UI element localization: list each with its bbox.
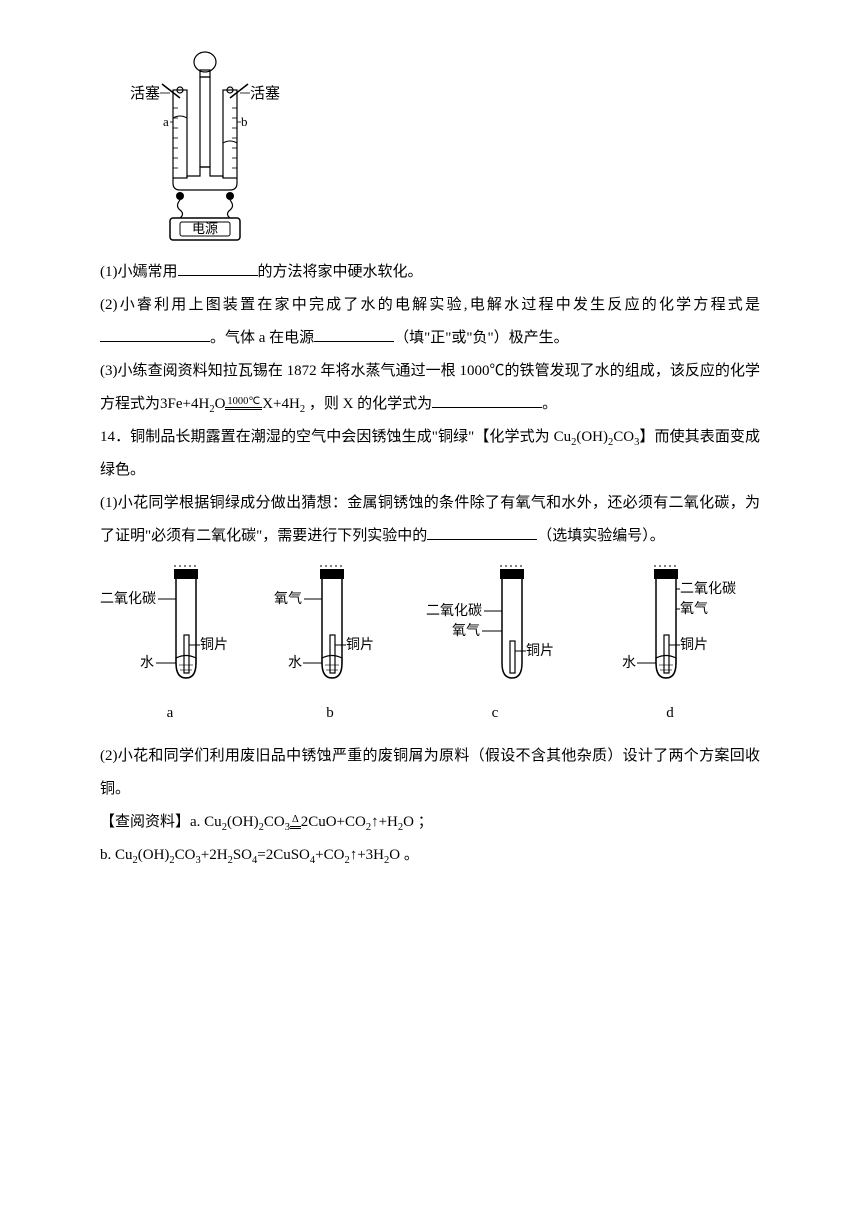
q3-eq-cond: 1000℃ [225,397,262,409]
q2-text-c: （填"正"或"负"）极产生。 [394,330,569,346]
q3-eq-left: 3Fe+4H [160,396,209,412]
test-tubes-figure: 二氧化碳 铜片 水 a 氧气 铜片 水 b 二氧化碳 氧气 铜片 c 二氧化碳 … [100,563,760,730]
svg-text:氧气: 氧气 [680,601,708,617]
q3-eq-right: X+4H [262,396,300,412]
ref-a-left: a. Cu [190,814,222,830]
q3-text-c: 。 [542,396,557,412]
q3-text-b: ，则 X 的化学式为 [305,396,432,412]
question-14-intro: 14．铜制品长期露置在潮湿的空气中会因锈蚀生成"铜绿"【化学式为 Cu2(OH)… [100,421,760,487]
power-label: 电源 [192,221,218,236]
question-14-p1: (1)小花同学根据铜绿成分做出猜想：金属铜锈蚀的条件除了有氧气和水外，还必须有二… [100,487,760,553]
delta-arrow: Δ [290,815,301,831]
svg-text:铜片: 铜片 [680,637,708,653]
q14-intro-b: (OH) [576,429,608,445]
q14-p1-b: （选填实验编号）。 [537,528,665,544]
question-1: (1)小嫣常用 的方法将家中硬水软化。 [100,256,760,289]
question-2: (2)小睿利用上图装置在家中完成了水的电解实验,电解水过程中发生反应的化学方程式… [100,289,760,355]
ref-title: 【查阅资料】 [100,814,190,830]
q3-blank[interactable] [432,392,542,408]
svg-text:二氧化碳: 二氧化碳 [426,603,482,619]
q1-blank[interactable] [178,260,258,276]
q2-blank-2[interactable] [314,326,394,342]
tube-c: 二氧化碳 氧气 铜片 c [420,563,570,730]
tube-a-label: a [163,114,169,129]
q1-text-b: 的方法将家中硬水软化。 [258,264,423,280]
q3-eq-left2: O [215,396,226,412]
reaction-arrow: 1000℃ [225,397,262,413]
q14-intro-a: 14．铜制品长期露置在潮湿的空气中会因锈蚀生成"铜绿"【化学式为 Cu [100,429,571,445]
electrolysis-svg: 电源 活塞 活塞 a b [100,48,310,248]
tube-d: 二氧化碳 氧气 铜片 水 d [600,563,740,730]
q1-text-a: (1)小嫣常用 [100,264,178,280]
tube-b-label: b [241,114,248,129]
reference-a: 【查阅资料】a. Cu2(OH)2CO3Δ2CuO+CO2↑+H2O ； [100,806,760,839]
tube-a-id: a [167,697,174,730]
electrolysis-figure: 电源 活塞 活塞 a b [100,48,760,248]
stopper-right-label: 活塞 [250,84,280,102]
svg-text:铜片: 铜片 [346,637,374,653]
svg-text:氧气: 氧气 [452,623,480,639]
svg-text:二氧化碳: 二氧化碳 [680,581,736,597]
question-14-p2: (2)小花和同学们利用废旧品中锈蚀严重的废铜屑为原料（假设不含其他杂质）设计了两… [100,740,760,806]
ref-b-left: b. Cu [100,847,133,863]
svg-text:二氧化碳: 二氧化碳 [100,591,156,607]
tube-c-id: c [492,697,499,730]
question-3: (3)小练查阅资料知拉瓦锡在 1872 年将水蒸气通过一根 1000℃的铁管发现… [100,355,760,421]
tube-b-id: b [326,697,334,730]
svg-text:铜片: 铜片 [526,643,554,659]
q2-text-a: (2)小睿利用上图装置在家中完成了水的电解实验,电解水过程中发生反应的化学方程式… [100,297,760,313]
q2-blank-1[interactable] [100,326,210,342]
stopper-left-label: 活塞 [130,84,160,102]
q2-text-b: 。气体 a 在电源 [210,330,314,346]
tube-d-id: d [666,697,674,730]
tube-a: 二氧化碳 铜片 水 a [100,563,240,730]
svg-text:水: 水 [622,655,636,671]
tube-b: 氧气 铜片 水 b [270,563,390,730]
q14-p2-text: (2)小花和同学们利用废旧品中锈蚀严重的废铜屑为原料（假设不含其他杂质）设计了两… [100,748,760,797]
reference-b: b. Cu2(OH)2CO3+2H2SO4=2CuSO4+CO2↑+3H2O 。 [100,839,760,872]
q14-intro-c: CO [613,429,634,445]
svg-text:水: 水 [140,655,154,671]
svg-text:铜片: 铜片 [200,637,228,653]
q14-p1-blank[interactable] [427,524,537,540]
svg-text:水: 水 [288,655,302,671]
svg-text:氧气: 氧气 [274,591,302,607]
